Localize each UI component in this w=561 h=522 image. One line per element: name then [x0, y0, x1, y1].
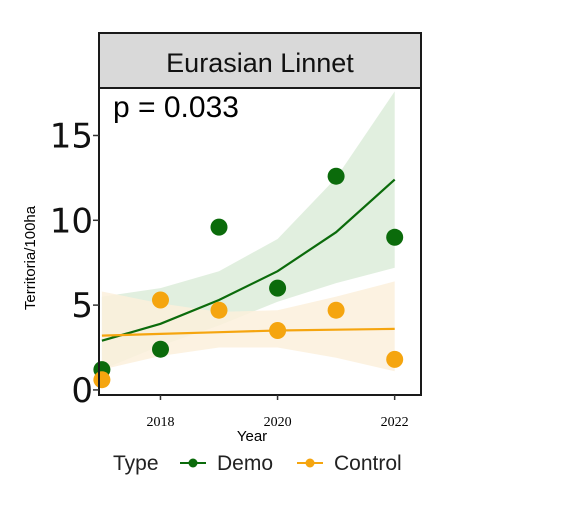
- y-tick-label: 15: [50, 116, 93, 156]
- x-tick-label: 2022: [381, 415, 409, 430]
- demo-point: [269, 279, 287, 297]
- demo-confidence-band: [101, 91, 395, 370]
- legend-item-demo: Demo: [180, 452, 273, 475]
- y-tick-label: 0: [71, 371, 93, 411]
- control-point: [327, 301, 345, 319]
- control-point: [210, 301, 228, 319]
- facet-title: Eurasian Linnet: [166, 48, 354, 78]
- p-value-annotation: p = 0.033: [113, 91, 239, 124]
- control-confidence-band: [101, 281, 395, 372]
- plot-panel: [93, 87, 422, 396]
- control-point: [269, 322, 287, 339]
- control-fit-line: [101, 327, 395, 337]
- legend-label-demo: Demo: [217, 452, 273, 475]
- legend-key-demo-dot: [188, 458, 198, 468]
- demo-fit-line: [101, 178, 396, 342]
- demo-point: [386, 228, 404, 246]
- legend-label-control: Control: [334, 452, 402, 475]
- x-tick-label: 2020: [264, 415, 292, 430]
- legend-title: Type: [113, 452, 159, 475]
- control-point: [152, 291, 169, 309]
- x-axis-label: Year: [237, 428, 267, 445]
- control-point: [93, 371, 111, 389]
- panel-border: [98, 87, 422, 396]
- demo-point: [210, 218, 228, 236]
- x-axis: 2018 2020 2022: [146, 395, 409, 430]
- y-tick-label: 10: [50, 201, 93, 241]
- demo-point: [152, 340, 169, 358]
- legend-item-control: Control: [297, 452, 402, 475]
- facet-strip: [98, 32, 422, 89]
- demo-point: [327, 167, 345, 185]
- legend-key-control-dot: [305, 458, 315, 468]
- y-axis-label: Territoria/100ha: [22, 205, 39, 310]
- y-tick-label: 5: [71, 286, 93, 326]
- legend: Type Demo Control: [113, 452, 402, 475]
- control-point: [386, 350, 404, 368]
- y-axis: 0 5 10 15: [50, 116, 99, 411]
- x-tick-label: 2018: [146, 415, 174, 430]
